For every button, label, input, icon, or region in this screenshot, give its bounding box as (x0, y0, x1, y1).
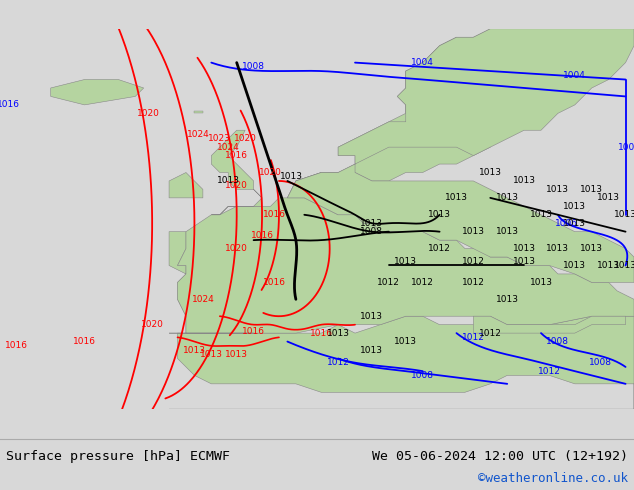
Text: 1016: 1016 (242, 327, 265, 336)
Text: 1008: 1008 (589, 358, 612, 367)
Text: 1013: 1013 (183, 345, 206, 355)
Text: 1013: 1013 (614, 210, 634, 219)
Text: 1016: 1016 (263, 210, 286, 219)
Text: 1013: 1013 (513, 244, 536, 253)
Text: 1013: 1013 (445, 194, 468, 202)
Text: 1012: 1012 (327, 358, 349, 367)
Text: 1013: 1013 (361, 312, 384, 321)
Text: 1024: 1024 (187, 130, 210, 139)
Text: 1020: 1020 (225, 181, 248, 190)
Text: 1016: 1016 (310, 329, 333, 338)
Text: 1013: 1013 (496, 194, 519, 202)
Text: 1006: 1006 (555, 219, 578, 228)
Text: 1020: 1020 (259, 168, 282, 177)
Polygon shape (169, 232, 634, 409)
Text: 1013: 1013 (513, 257, 536, 266)
Polygon shape (287, 29, 507, 198)
Text: 1012: 1012 (462, 278, 485, 287)
Text: 1013: 1013 (225, 350, 248, 359)
Text: 1013: 1013 (513, 176, 536, 185)
Text: 1008: 1008 (411, 371, 434, 380)
Text: 1013: 1013 (361, 219, 384, 228)
Text: 1016: 1016 (73, 337, 96, 346)
Text: 1016: 1016 (225, 151, 248, 160)
Text: 1013: 1013 (580, 244, 603, 253)
Text: 1012: 1012 (462, 333, 485, 342)
Text: 1013: 1013 (547, 185, 569, 194)
Text: 1013: 1013 (479, 168, 501, 177)
Text: 1012: 1012 (428, 244, 451, 253)
Text: 1008: 1008 (547, 337, 569, 346)
Text: 1012: 1012 (377, 278, 400, 287)
Text: 1004: 1004 (564, 71, 586, 80)
Polygon shape (169, 172, 203, 198)
Text: 1012: 1012 (462, 257, 485, 266)
Text: 1016: 1016 (0, 100, 20, 109)
Text: 1013: 1013 (496, 295, 519, 304)
Text: 1013: 1013 (564, 202, 586, 211)
Text: 1008: 1008 (242, 62, 265, 72)
Text: 1020: 1020 (225, 244, 248, 253)
Text: 1020: 1020 (234, 134, 257, 143)
Text: 1013: 1013 (580, 185, 603, 194)
Polygon shape (211, 130, 262, 215)
Text: 1013: 1013 (394, 337, 417, 346)
Text: 1020: 1020 (141, 320, 164, 329)
Text: 1024: 1024 (191, 295, 214, 304)
Text: 1012: 1012 (538, 367, 561, 376)
Text: 1023: 1023 (209, 134, 231, 143)
Text: 1004: 1004 (411, 58, 434, 67)
Text: 1016: 1016 (250, 231, 273, 241)
Text: 1013: 1013 (361, 345, 384, 355)
Text: 1008: 1008 (361, 227, 384, 236)
Text: 1004: 1004 (618, 143, 634, 151)
Text: 1013: 1013 (462, 227, 485, 236)
Text: 1013: 1013 (529, 210, 552, 219)
Text: 1013: 1013 (394, 257, 417, 266)
Polygon shape (195, 111, 203, 113)
Text: 1013: 1013 (597, 194, 620, 202)
Polygon shape (169, 198, 634, 333)
Text: 1013: 1013 (547, 244, 569, 253)
Text: 1012: 1012 (411, 278, 434, 287)
Polygon shape (474, 316, 626, 333)
Text: 1013: 1013 (428, 210, 451, 219)
Text: 1016: 1016 (6, 342, 29, 350)
Text: 1013: 1013 (280, 172, 303, 181)
Text: Surface pressure [hPa] ECMWF: Surface pressure [hPa] ECMWF (6, 449, 230, 463)
Text: 1013: 1013 (529, 278, 552, 287)
Text: ©weatheronline.co.uk: ©weatheronline.co.uk (478, 471, 628, 485)
Text: 1013: 1013 (217, 176, 240, 185)
Text: 1013: 1013 (496, 227, 519, 236)
Polygon shape (287, 29, 634, 282)
Text: 1024: 1024 (217, 143, 240, 151)
Text: 1013: 1013 (564, 261, 586, 270)
Text: 1013: 1013 (327, 329, 349, 338)
Text: 1013: 1013 (597, 261, 620, 270)
Text: 1020: 1020 (136, 109, 159, 118)
Text: 1013: 1013 (614, 261, 634, 270)
Polygon shape (51, 79, 144, 105)
Text: 1016: 1016 (263, 278, 286, 287)
Text: We 05-06-2024 12:00 UTC (12+192): We 05-06-2024 12:00 UTC (12+192) (372, 449, 628, 463)
Text: 1013: 1013 (564, 219, 586, 228)
Polygon shape (406, 37, 507, 139)
Text: 1013: 1013 (200, 350, 223, 359)
Text: 1012: 1012 (479, 329, 501, 338)
